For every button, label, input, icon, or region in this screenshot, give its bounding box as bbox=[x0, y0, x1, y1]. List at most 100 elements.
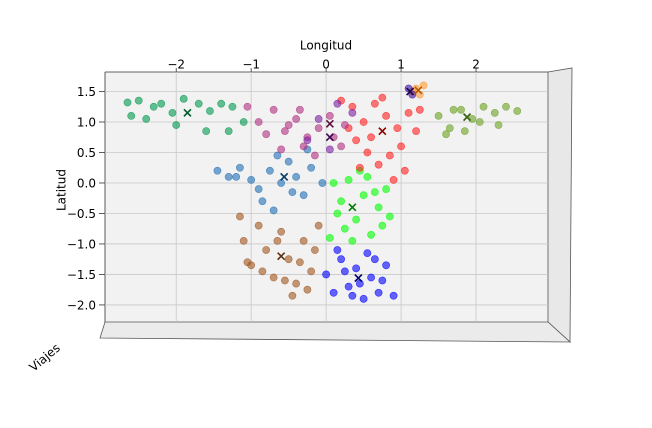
point bbox=[273, 237, 282, 245]
point bbox=[385, 212, 394, 221]
point bbox=[142, 115, 151, 123]
point bbox=[370, 188, 379, 197]
point bbox=[314, 115, 323, 123]
point bbox=[303, 285, 312, 294]
centroid bbox=[348, 203, 357, 212]
point bbox=[363, 172, 372, 181]
point bbox=[310, 246, 319, 254]
point bbox=[262, 246, 271, 254]
point bbox=[397, 142, 405, 151]
point bbox=[513, 107, 522, 115]
floor-pane bbox=[99, 321, 572, 343]
point bbox=[247, 176, 256, 184]
x-tick-label: 2 bbox=[472, 58, 480, 72]
centroid bbox=[414, 86, 423, 95]
y-tick-label: 0.0 bbox=[77, 176, 96, 190]
point bbox=[367, 133, 375, 142]
centroid bbox=[277, 252, 286, 261]
x-tick-label: −2 bbox=[167, 58, 185, 72]
point bbox=[299, 191, 308, 200]
point bbox=[288, 291, 297, 300]
centroid bbox=[406, 87, 415, 96]
point bbox=[348, 237, 357, 245]
y-tick-label: 0.5 bbox=[77, 146, 96, 160]
point bbox=[333, 209, 342, 218]
point bbox=[490, 108, 499, 117]
point bbox=[123, 98, 132, 107]
point bbox=[445, 124, 454, 132]
point bbox=[374, 288, 383, 297]
point bbox=[449, 105, 458, 114]
point bbox=[258, 267, 267, 276]
point bbox=[359, 294, 368, 303]
point bbox=[280, 127, 289, 136]
point bbox=[228, 102, 237, 111]
point bbox=[292, 172, 301, 181]
point bbox=[243, 102, 252, 111]
point bbox=[239, 118, 248, 126]
point bbox=[258, 197, 267, 206]
point bbox=[269, 105, 278, 114]
point bbox=[352, 215, 361, 224]
y-tick-label: −0.5 bbox=[67, 207, 96, 221]
point bbox=[236, 212, 244, 221]
point bbox=[374, 160, 383, 169]
point bbox=[322, 270, 331, 279]
point bbox=[127, 112, 136, 120]
point bbox=[337, 197, 346, 206]
point bbox=[314, 221, 323, 230]
point bbox=[206, 107, 214, 115]
point bbox=[352, 264, 361, 273]
point bbox=[344, 282, 353, 291]
point bbox=[333, 246, 342, 254]
point bbox=[337, 142, 346, 151]
x-tick-label: 1 bbox=[397, 58, 405, 72]
point bbox=[284, 121, 293, 129]
point bbox=[337, 255, 346, 264]
point bbox=[292, 115, 301, 123]
point bbox=[400, 166, 409, 175]
point bbox=[273, 151, 282, 160]
x-tick-label: 0 bbox=[322, 58, 330, 72]
point bbox=[299, 237, 308, 245]
point bbox=[389, 291, 398, 300]
point bbox=[389, 176, 398, 184]
point bbox=[382, 261, 390, 270]
point bbox=[344, 176, 353, 184]
point bbox=[340, 267, 349, 276]
point bbox=[307, 267, 316, 276]
point bbox=[224, 172, 233, 181]
point bbox=[217, 99, 226, 108]
point bbox=[284, 255, 293, 264]
point bbox=[310, 151, 319, 160]
point bbox=[325, 145, 334, 154]
point bbox=[352, 136, 361, 145]
point bbox=[393, 124, 402, 132]
y-axis-label: Latitud bbox=[55, 169, 69, 211]
points bbox=[123, 81, 522, 303]
point bbox=[213, 166, 222, 175]
point bbox=[236, 163, 244, 172]
point bbox=[325, 112, 334, 120]
x-axis-label: Longitud bbox=[300, 39, 352, 53]
point bbox=[202, 127, 211, 136]
point bbox=[307, 163, 316, 172]
centroid-stroke bbox=[414, 86, 423, 95]
centroid-stroke bbox=[183, 108, 192, 117]
centroid bbox=[462, 113, 472, 122]
point bbox=[460, 127, 469, 136]
point bbox=[254, 185, 263, 193]
point bbox=[266, 166, 274, 175]
point bbox=[382, 112, 390, 120]
point bbox=[172, 121, 181, 129]
centroid-stroke bbox=[325, 133, 334, 142]
point bbox=[340, 224, 349, 233]
centroid-stroke bbox=[406, 87, 415, 96]
point bbox=[157, 99, 166, 108]
point bbox=[254, 221, 263, 230]
point bbox=[269, 206, 278, 215]
point bbox=[382, 185, 390, 193]
centroid bbox=[280, 172, 289, 181]
point bbox=[348, 108, 357, 117]
point bbox=[295, 105, 304, 114]
